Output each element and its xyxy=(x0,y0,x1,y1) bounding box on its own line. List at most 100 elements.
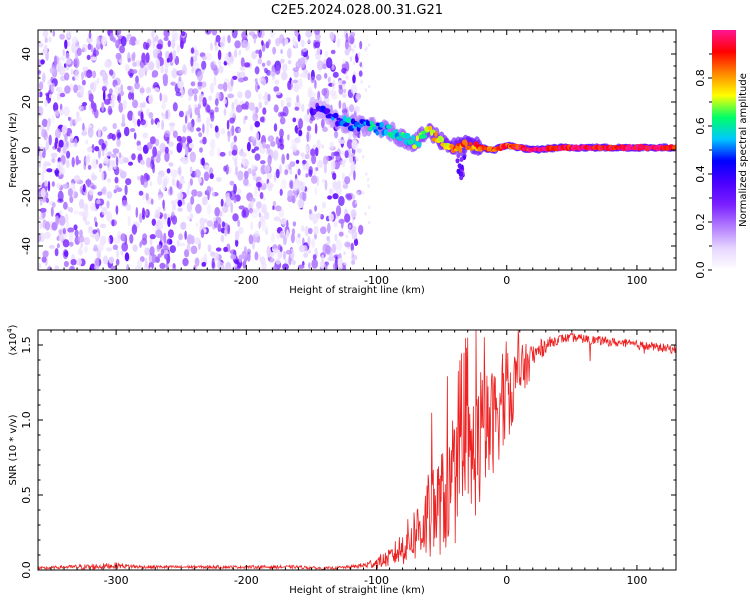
noise-blob xyxy=(218,261,225,270)
noise-blob xyxy=(83,237,91,246)
noise-blob xyxy=(115,39,120,49)
noise-blob xyxy=(305,30,312,38)
noise-blob xyxy=(351,152,355,157)
noise-blob xyxy=(264,164,270,174)
noise-blob xyxy=(341,80,347,85)
signal-point xyxy=(430,129,436,133)
noise-blob xyxy=(230,254,237,260)
noise-blob xyxy=(135,75,139,84)
noise-blob xyxy=(142,233,148,241)
y-tick-label: 20 xyxy=(20,95,33,109)
noise-blob xyxy=(41,171,45,182)
noise-blob xyxy=(182,257,189,267)
noise-blob xyxy=(54,169,60,176)
noise-blob xyxy=(42,72,46,83)
noise-blob xyxy=(140,159,145,165)
noise-blob xyxy=(367,43,371,47)
noise-blob xyxy=(202,196,208,206)
noise-blob xyxy=(159,142,166,153)
noise-blob xyxy=(156,43,163,50)
noise-blob xyxy=(302,69,308,79)
noise-blob xyxy=(150,155,155,165)
noise-blob xyxy=(294,106,300,111)
noise-blob xyxy=(275,258,281,265)
noise-blob xyxy=(328,188,334,195)
noise-blob xyxy=(43,44,48,55)
noise-blob xyxy=(96,36,100,47)
noise-blob xyxy=(77,235,85,243)
noise-blob xyxy=(352,61,356,65)
noise-blob xyxy=(354,105,360,113)
noise-blob xyxy=(273,123,278,132)
noise-blob xyxy=(40,59,45,65)
noise-blob xyxy=(58,61,62,70)
noise-blob xyxy=(120,84,124,93)
noise-blob xyxy=(55,215,60,227)
noise-blob xyxy=(233,49,238,58)
noise-blob xyxy=(157,174,163,186)
noise-blob xyxy=(325,244,331,254)
noise-blob xyxy=(341,172,345,180)
noise-blob xyxy=(82,102,87,107)
noise-blob xyxy=(86,54,91,61)
noise-blob xyxy=(106,178,111,183)
noise-blob xyxy=(258,77,264,82)
noise-blob xyxy=(80,242,83,248)
noise-blob xyxy=(108,256,115,264)
noise-blob xyxy=(246,251,251,262)
noise-blob xyxy=(278,138,283,144)
noise-blob xyxy=(153,87,160,93)
noise-blob xyxy=(157,59,160,70)
noise-blob xyxy=(84,210,89,218)
noise-blob xyxy=(118,102,124,113)
noise-blob xyxy=(277,244,282,251)
noise-blob xyxy=(251,170,256,177)
noise-blob xyxy=(194,257,200,267)
noise-blob xyxy=(38,142,41,148)
noise-blob xyxy=(332,172,337,180)
noise-blob xyxy=(136,145,143,152)
noise-blob xyxy=(286,101,292,108)
noise-blob xyxy=(172,102,178,112)
noise-blob xyxy=(42,250,49,258)
noise-blob xyxy=(188,108,193,115)
noise-blob xyxy=(87,43,92,50)
noise-blob xyxy=(97,127,101,139)
noise-blob xyxy=(84,220,90,226)
noise-blob xyxy=(223,82,228,92)
noise-blob xyxy=(304,113,311,123)
noise-blob xyxy=(368,205,371,209)
noise-blob xyxy=(141,214,146,220)
noise-blob xyxy=(322,63,327,70)
noise-blob xyxy=(50,76,54,84)
noise-blob xyxy=(301,103,305,113)
noise-blob xyxy=(269,69,277,77)
noise-blob xyxy=(177,79,184,89)
noise-blob xyxy=(69,83,74,91)
noise-blob xyxy=(140,111,144,122)
noise-blob xyxy=(52,30,56,37)
noise-blob xyxy=(278,208,285,218)
noise-blob xyxy=(279,34,285,44)
noise-blob xyxy=(344,39,349,50)
noise-blob xyxy=(180,221,187,230)
noise-blob xyxy=(161,112,165,117)
noise-blob xyxy=(229,249,236,255)
noise-blob xyxy=(351,249,354,254)
noise-blob xyxy=(305,173,309,178)
noise-blob xyxy=(41,256,47,263)
signal-point xyxy=(333,112,339,119)
noise-blob xyxy=(230,108,236,118)
noise-blob xyxy=(54,55,57,67)
noise-blob xyxy=(121,122,126,127)
noise-blob xyxy=(103,79,109,87)
noise-blob xyxy=(228,150,232,157)
noise-blob xyxy=(255,49,260,54)
noise-blob xyxy=(44,37,48,43)
noise-blob xyxy=(142,65,147,73)
noise-blob xyxy=(106,247,113,252)
noise-blob xyxy=(287,60,292,65)
noise-blob xyxy=(282,235,287,246)
noise-blob xyxy=(219,210,223,217)
noise-blob xyxy=(116,95,120,102)
